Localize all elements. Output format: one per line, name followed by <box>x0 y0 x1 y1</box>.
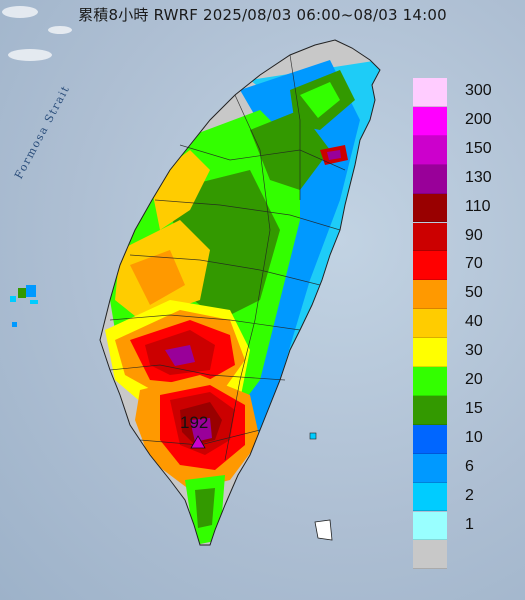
legend-label: 1 <box>465 515 474 533</box>
penghu-islands <box>10 285 38 327</box>
legend-label: 110 <box>465 197 491 215</box>
legend-label: 300 <box>465 82 492 99</box>
peak-marker <box>190 435 206 449</box>
map-title: 累積8小時 RWRF 2025/08/03 06:00~08/03 14:00 <box>78 6 447 24</box>
legend-label: 50 <box>465 284 483 302</box>
legend-swatch <box>413 164 447 194</box>
legend-swatch <box>413 395 447 425</box>
color-legend <box>413 78 447 570</box>
legend-label: 2 <box>465 486 474 504</box>
peak-value-label: 192 <box>180 413 209 432</box>
legend-swatch <box>413 338 447 367</box>
legend-swatch <box>413 424 447 454</box>
legend-label: 130 <box>465 168 492 186</box>
legend-swatch <box>413 251 447 281</box>
legend-label: 20 <box>465 371 483 388</box>
legend-swatch <box>413 453 447 483</box>
legend-swatch <box>413 78 447 107</box>
legend-swatch <box>413 482 447 512</box>
legend-label: 10 <box>465 428 483 446</box>
legend-swatch <box>413 222 447 252</box>
legend-label: 70 <box>465 255 483 273</box>
legend-label: 15 <box>465 399 483 417</box>
legend-label: 200 <box>465 110 492 128</box>
legend-swatch <box>413 106 447 136</box>
legend-label: 40 <box>465 313 483 331</box>
legend-swatch <box>413 193 447 223</box>
legend-swatch <box>413 280 447 310</box>
legend-swatch <box>413 511 447 541</box>
legend-label: 30 <box>465 342 483 360</box>
legend-label: 90 <box>465 226 483 244</box>
legend-label: 6 <box>465 457 474 475</box>
legend-swatch <box>413 540 447 570</box>
legend-swatch <box>413 309 447 339</box>
legend-label: 150 <box>465 139 492 157</box>
legend-swatch <box>413 367 447 396</box>
legend-swatch <box>413 135 447 165</box>
